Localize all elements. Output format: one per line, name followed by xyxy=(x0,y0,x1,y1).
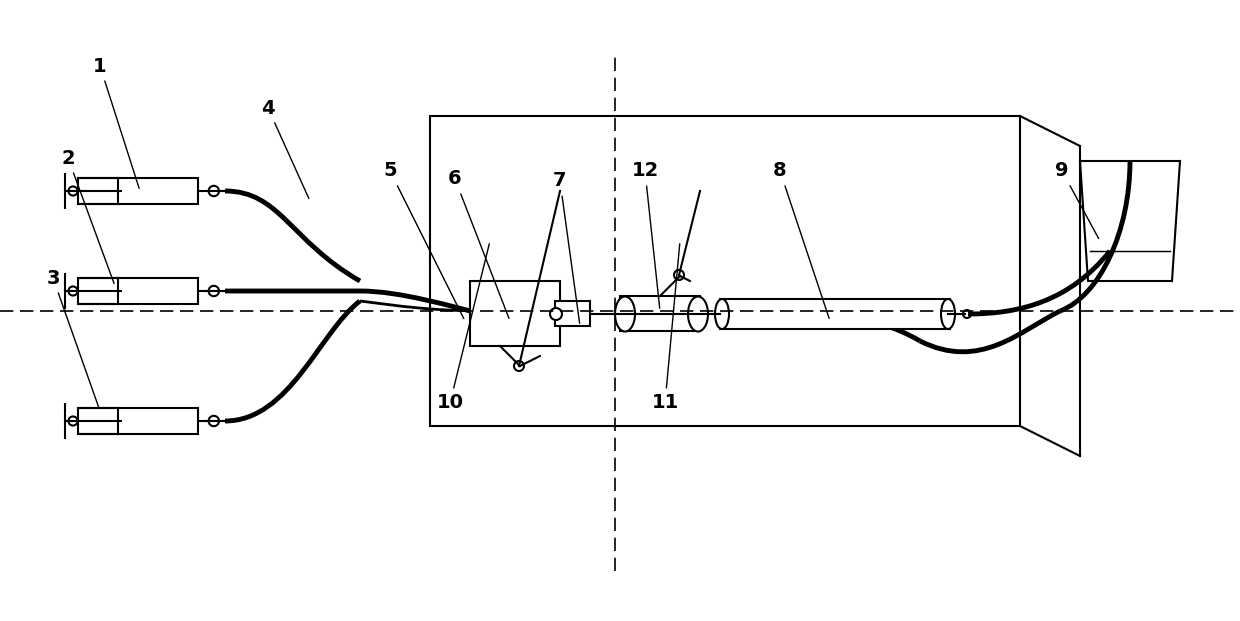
Text: 3: 3 xyxy=(46,268,99,409)
Text: 6: 6 xyxy=(448,170,508,319)
Circle shape xyxy=(208,416,219,426)
Bar xyxy=(78,408,198,434)
Text: 7: 7 xyxy=(553,171,579,324)
Bar xyxy=(620,296,701,331)
Circle shape xyxy=(208,186,219,196)
Text: 4: 4 xyxy=(262,99,309,199)
Bar xyxy=(430,116,1021,426)
Text: 10: 10 xyxy=(436,243,490,412)
Text: 9: 9 xyxy=(1055,161,1099,238)
Text: 5: 5 xyxy=(383,161,464,319)
Text: 1: 1 xyxy=(93,57,139,188)
Bar xyxy=(720,299,950,329)
Ellipse shape xyxy=(615,296,635,332)
Circle shape xyxy=(68,186,78,196)
Bar xyxy=(78,178,198,204)
Circle shape xyxy=(551,308,562,320)
Bar xyxy=(470,281,560,346)
Ellipse shape xyxy=(715,299,729,329)
Ellipse shape xyxy=(941,299,955,329)
Text: 8: 8 xyxy=(774,161,830,319)
Circle shape xyxy=(68,286,78,296)
Circle shape xyxy=(68,417,78,425)
Text: 12: 12 xyxy=(631,161,660,308)
Ellipse shape xyxy=(688,296,708,332)
Bar xyxy=(556,301,590,326)
Bar xyxy=(78,278,198,304)
Text: 11: 11 xyxy=(651,244,680,412)
Circle shape xyxy=(675,270,684,280)
Text: 2: 2 xyxy=(61,148,114,283)
Circle shape xyxy=(515,361,525,371)
Circle shape xyxy=(963,310,971,318)
Circle shape xyxy=(208,286,219,296)
